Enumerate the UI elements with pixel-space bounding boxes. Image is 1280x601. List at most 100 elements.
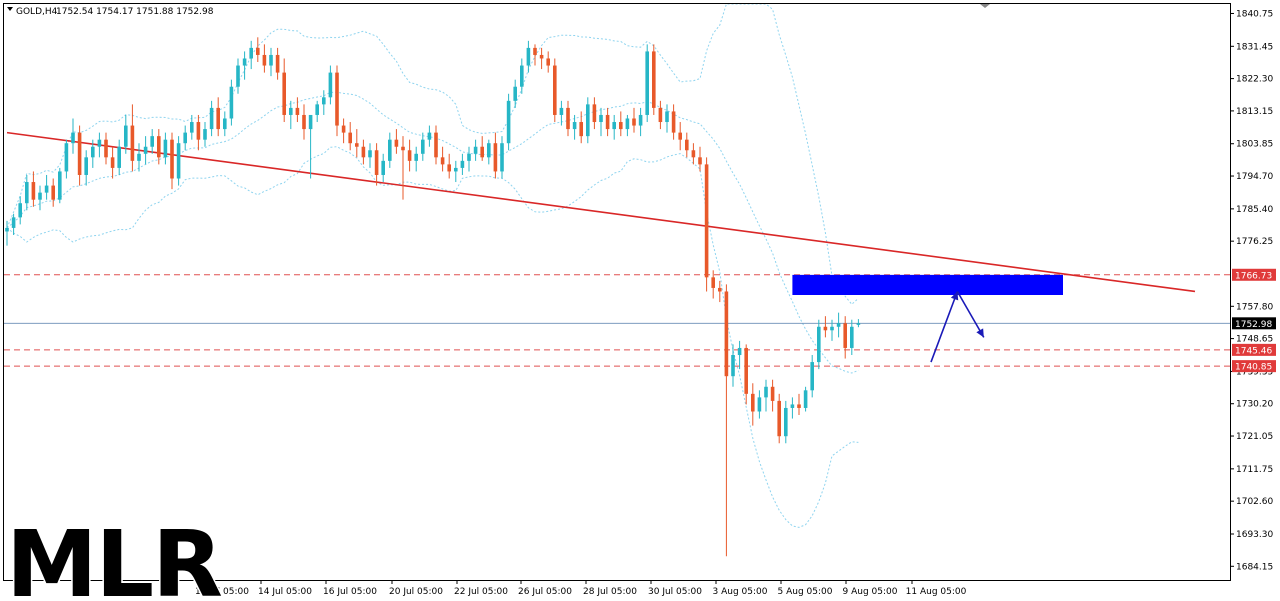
supply-zone (792, 274, 1063, 296)
candle (817, 319, 821, 370)
candle-body (652, 51, 656, 108)
candle (5, 220, 9, 246)
price-tick-label: 1702.60 (1236, 497, 1273, 507)
collapse-triangle-icon[interactable] (7, 7, 13, 11)
time-tick-label: 9 Aug 05:00 (843, 587, 898, 597)
candle (236, 58, 240, 94)
candle (777, 393, 781, 444)
price-tick-label: 1721.05 (1236, 432, 1273, 442)
time-tick-label: 16 Jul 05:00 (323, 587, 377, 597)
candle (407, 139, 412, 172)
candle (737, 340, 742, 370)
price-axis: 1840.75 1831.45 1822.30 1813.15 1803.85 1794.… (1230, 9, 1273, 572)
candle (427, 125, 432, 147)
candle (757, 390, 762, 419)
candle (480, 136, 484, 161)
candle (665, 104, 669, 133)
candle (143, 136, 148, 165)
candle-body (355, 143, 359, 147)
candle-body (823, 326, 828, 331)
candle-body (830, 326, 834, 331)
candle-body (414, 153, 418, 161)
candle (744, 344, 748, 405)
candle (58, 167, 62, 204)
candle (487, 139, 491, 165)
candle (619, 111, 623, 137)
candle-body (282, 72, 286, 115)
candle-body (216, 107, 220, 130)
candle-body (487, 143, 491, 158)
candle-body (348, 132, 352, 144)
projection-arrow-1 (956, 291, 985, 338)
candle-body (58, 171, 62, 200)
candle (381, 153, 385, 183)
candle-body (361, 146, 366, 158)
candle-body (546, 58, 550, 66)
candle (810, 355, 814, 398)
candle (163, 132, 168, 165)
candle-body (104, 139, 108, 158)
time-tick-label: 11 Aug 05:00 (906, 587, 967, 597)
candle-body (685, 139, 689, 151)
candle (454, 160, 458, 183)
candle-body (440, 157, 445, 165)
candle (724, 284, 729, 557)
watermark-logo: MLR (6, 511, 221, 601)
trendline-layer (6, 131, 1196, 293)
candle (731, 344, 735, 387)
candle (784, 400, 788, 444)
candle-body (170, 139, 174, 179)
candle-body (183, 132, 187, 144)
candle-body (671, 111, 676, 133)
price-tick-label: 1739.35 (1236, 367, 1273, 377)
candle-body (493, 143, 498, 172)
upper-band (6, 3, 859, 306)
candle (110, 146, 115, 179)
candle (315, 100, 319, 123)
candle (77, 125, 82, 186)
horizontal-levels (4, 274, 1230, 367)
candle-body (566, 107, 570, 130)
candle-body (315, 104, 319, 115)
candle (460, 153, 465, 175)
candle (434, 125, 438, 165)
scroll-marker-icon[interactable] (980, 4, 990, 8)
candle (605, 107, 610, 137)
candles (5, 37, 861, 557)
candle-body (190, 122, 194, 133)
candle-body (203, 129, 207, 140)
candle-body (302, 114, 306, 130)
candle-body (718, 287, 722, 292)
candle (203, 122, 207, 147)
middle-band (6, 91, 859, 374)
candle (368, 143, 372, 168)
price-tag: 1766.73 (1232, 268, 1276, 281)
candle-body (467, 153, 471, 161)
candle (836, 312, 841, 338)
candle-body (176, 143, 181, 179)
price-tag-label: 1766.73 (1235, 271, 1272, 281)
candle-body (401, 146, 405, 151)
candle-body (64, 143, 69, 172)
candle-body (51, 185, 55, 200)
price-tick-label: 1803.85 (1236, 140, 1273, 150)
candle-body (381, 160, 385, 175)
candle (652, 44, 656, 115)
candle-body (797, 404, 801, 408)
candle (190, 114, 194, 140)
candle (256, 37, 260, 63)
candle-body (520, 65, 524, 87)
candle (269, 47, 273, 77)
candle (275, 47, 280, 80)
price-tick-label: 1748.65 (1236, 335, 1273, 345)
candle-body (619, 122, 623, 130)
price-tick-label: 1693.30 (1236, 530, 1273, 540)
candle (289, 100, 293, 130)
price-tag-box (1232, 317, 1276, 330)
candle (473, 139, 478, 161)
price-tag-box (1232, 268, 1276, 281)
time-tick-label: 12 Jul 05:00 (195, 587, 249, 597)
candle (698, 146, 702, 172)
candle (196, 114, 201, 151)
